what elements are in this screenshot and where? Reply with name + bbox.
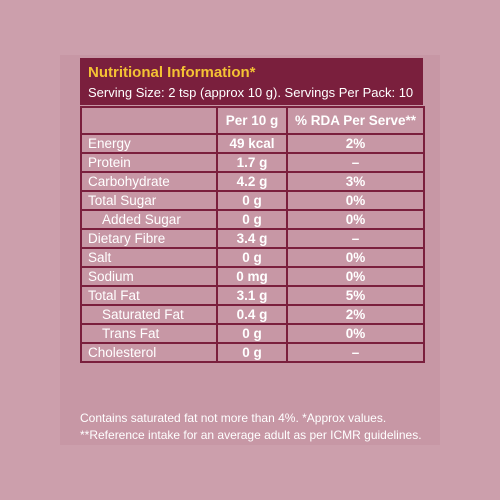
nutrient-rda: –	[286, 342, 425, 363]
nutrient-rda: 0%	[286, 323, 425, 344]
nutrient-rda: –	[286, 152, 425, 173]
nutrient-name: Total Fat	[80, 285, 218, 306]
nutrient-amount: 3.4 g	[216, 228, 288, 249]
nutrient-rda: 2%	[286, 304, 425, 325]
nutrient-rda: 3%	[286, 171, 425, 192]
nutrient-amount: 0 mg	[216, 266, 288, 287]
table-row: Dietary Fibre 3.4 g –	[80, 228, 425, 249]
table-row: Energy 49 kcal 2%	[80, 133, 425, 154]
serving-info: Serving Size: 2 tsp (approx 10 g). Servi…	[88, 85, 414, 100]
nutrient-rda: 2%	[286, 133, 425, 154]
header-per-serving: Per 10 g	[216, 106, 288, 135]
label-title: Nutritional Information*	[88, 64, 256, 81]
nutrient-name: Salt	[80, 247, 218, 268]
nutrient-name: Energy	[80, 133, 218, 154]
table-row: Cholesterol 0 g –	[80, 342, 425, 363]
nutrient-amount: 3.1 g	[216, 285, 288, 306]
nutrient-rda: 0%	[286, 266, 425, 287]
nutrient-amount: 0 g	[216, 190, 288, 211]
table-row: Protein 1.7 g –	[80, 152, 425, 173]
nutrient-amount: 0 g	[216, 342, 288, 363]
nutrient-amount: 0 g	[216, 323, 288, 344]
nutrient-rda: 0%	[286, 247, 425, 268]
nutrient-amount: 0 g	[216, 247, 288, 268]
table-row: Saturated Fat 0.4 g 2%	[80, 304, 425, 325]
footnote-saturated-fat: Contains saturated fat not more than 4%.…	[80, 411, 387, 425]
header-rda: % RDA Per Serve**	[286, 106, 425, 135]
table-row: Added Sugar 0 g 0%	[80, 209, 425, 230]
table-row: Total Sugar 0 g 0%	[80, 190, 425, 211]
nutrient-name: Total Sugar	[80, 190, 218, 211]
nutrient-amount: 0.4 g	[216, 304, 288, 325]
nutrient-name: Cholesterol	[80, 342, 218, 363]
table-row: Total Fat 3.1 g 5%	[80, 285, 425, 306]
nutrient-name: Carbohydrate	[80, 171, 218, 192]
nutrient-amount: 1.7 g	[216, 152, 288, 173]
nutrient-rda: –	[286, 228, 425, 249]
nutrient-name: Dietary Fibre	[80, 228, 218, 249]
nutrition-table: Per 10 g % RDA Per Serve** Energy 49 kca…	[80, 106, 425, 363]
table-header-row: Per 10 g % RDA Per Serve**	[80, 106, 425, 135]
nutrient-amount: 0 g	[216, 209, 288, 230]
label-header: Nutritional Information* Serving Size: 2…	[80, 58, 423, 105]
nutrient-amount: 49 kcal	[216, 133, 288, 154]
nutrient-name: Added Sugar	[80, 209, 218, 230]
table-row: Sodium 0 mg 0%	[80, 266, 425, 287]
footnote-reference-intake: **Reference intake for an average adult …	[80, 428, 422, 442]
nutrient-name: Sodium	[80, 266, 218, 287]
table-row: Trans Fat 0 g 0%	[80, 323, 425, 344]
nutrient-rda: 5%	[286, 285, 425, 306]
nutrient-name: Saturated Fat	[80, 304, 218, 325]
table-row: Salt 0 g 0%	[80, 247, 425, 268]
table-row: Carbohydrate 4.2 g 3%	[80, 171, 425, 192]
nutrient-name: Protein	[80, 152, 218, 173]
nutrient-rda: 0%	[286, 190, 425, 211]
header-nutrient-cell	[80, 106, 218, 135]
nutrient-name: Trans Fat	[80, 323, 218, 344]
nutrient-rda: 0%	[286, 209, 425, 230]
nutrient-amount: 4.2 g	[216, 171, 288, 192]
